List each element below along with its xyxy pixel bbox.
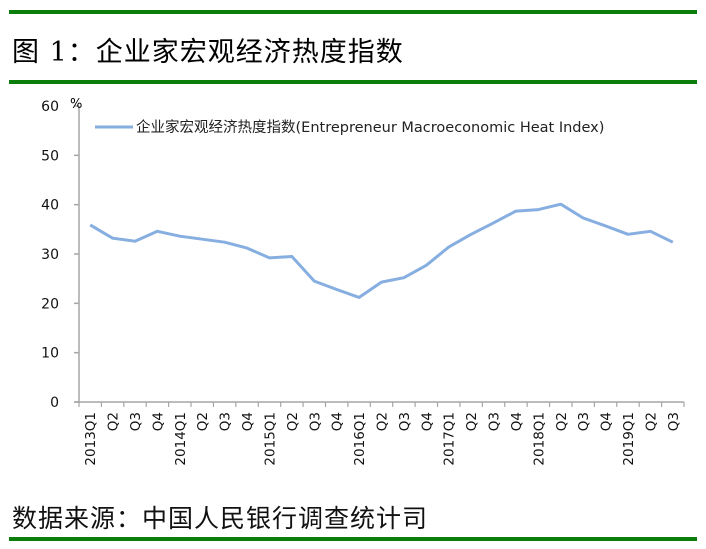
x-tick-label: Q3 — [576, 412, 592, 431]
x-tick-label: Q4 — [150, 412, 166, 431]
x-tick-label: 2016Q1 — [352, 412, 368, 466]
x-tick-label: 2015Q1 — [262, 412, 278, 466]
x-tick-label: Q3 — [307, 412, 323, 431]
x-tick-label: Q3 — [666, 412, 682, 431]
x-tick-label: Q3 — [487, 412, 503, 431]
x-tick-label: Q4 — [330, 412, 346, 431]
x-tick-label: 2013Q1 — [83, 412, 99, 466]
x-axis: 2013Q1 Q2 Q3 Q4 2014Q1 Q2 Q3 Q4 2015Q1 Q2 Q3 Q4 2016… — [74, 401, 685, 466]
x-tick-label: Q2 — [464, 412, 480, 431]
y-axis-unit: % — [70, 97, 82, 112]
x-tick-label: 2018Q1 — [531, 412, 547, 466]
x-tick-label: Q2 — [643, 412, 659, 431]
x-tick-label: Q4 — [599, 412, 615, 431]
x-tick-label: Q4 — [509, 412, 525, 431]
x-tick-label: Q3 — [397, 412, 413, 431]
y-tick-label: 0 — [50, 395, 59, 411]
x-tick-label: Q3 — [128, 412, 144, 431]
y-tick-label: 20 — [41, 296, 59, 312]
figure-title: 图 1：企业家宏观经济热度指数 — [12, 37, 404, 68]
x-tick-label: Q2 — [375, 412, 391, 431]
x-tick-label: 2017Q1 — [442, 412, 458, 466]
y-axis: 0 10 20 30 40 50 60 — [41, 99, 80, 411]
y-tick-label: 10 — [41, 346, 59, 362]
x-tick-label: 2014Q1 — [173, 412, 189, 466]
bottom-rule — [9, 537, 697, 541]
x-tick-label: Q4 — [240, 412, 256, 431]
legend: 企业家宏观经济热度指数(Entrepreneur Macroeconomic H… — [95, 118, 604, 136]
x-tick-label: Q3 — [218, 412, 234, 431]
y-tick-label: 60 — [41, 99, 59, 115]
x-tick-label: Q4 — [419, 412, 435, 431]
y-tick-label: 50 — [41, 148, 59, 164]
y-tick-label: 40 — [41, 198, 59, 214]
x-tick-label: Q2 — [285, 412, 301, 431]
x-tick-label: 2019Q1 — [621, 412, 637, 466]
data-source: 数据来源：中国人民银行调查统计司 — [12, 504, 429, 533]
x-tick-label: Q2 — [195, 412, 211, 431]
legend-label: 企业家宏观经济热度指数(Entrepreneur Macroeconomic H… — [136, 118, 604, 136]
top-rule — [9, 10, 697, 14]
y-tick-label: 30 — [41, 247, 59, 263]
title-rule — [9, 80, 697, 84]
x-tick-label: Q2 — [106, 412, 122, 431]
series-line-heat-index — [89, 202, 674, 299]
x-tick-label: Q2 — [554, 412, 570, 431]
